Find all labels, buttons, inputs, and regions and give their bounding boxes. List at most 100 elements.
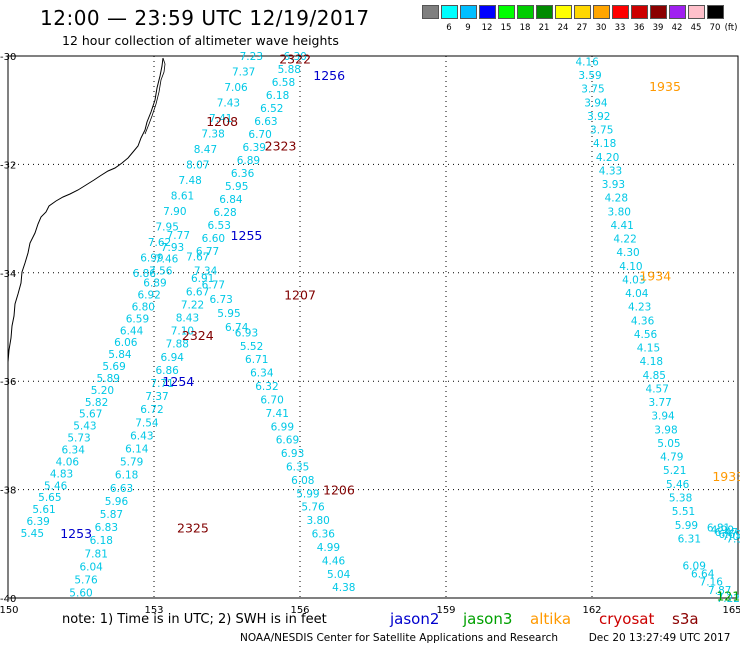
wave-height-value: 5.69 [102, 361, 125, 373]
wave-height-value: 4.46 [322, 555, 346, 567]
pass-number-label: 2323 [265, 138, 297, 153]
wave-height-value: 3.93 [602, 179, 625, 191]
wave-height-value: 6.73 [209, 294, 232, 306]
wave-height-value: 5.79 [120, 457, 143, 469]
lat-tick-label: -30 [0, 52, 16, 63]
wave-height-value: 4.15 [637, 343, 660, 355]
wave-height-value: 6.32 [255, 381, 278, 393]
wave-height-value: 6.64 [691, 569, 715, 581]
wave-height-value: 4.99 [317, 542, 340, 554]
wave-height-value: 6.93 [281, 448, 304, 460]
pass-number-label: 1256 [313, 68, 345, 83]
wave-height-value: 7.16 [700, 577, 724, 589]
wave-height-value: 6.70 [260, 394, 283, 406]
pass-number-label: 1254 [162, 374, 194, 389]
map-frame [7, 55, 739, 599]
wave-height-value: 7.41 [266, 408, 289, 420]
wave-height-value: 4.10 [619, 261, 642, 273]
map-title: 12:00 — 23:59 UTC 12/19/2017 [40, 6, 370, 30]
wave-height-value: 5.76 [301, 502, 325, 514]
wave-height-value: 5.99 [675, 520, 698, 532]
wave-height-value: 5.51 [672, 506, 695, 518]
wave-height-value: 4.18 [593, 138, 616, 150]
credit-line: NOAA/NESDIS Center for Satellite Applica… [240, 632, 730, 644]
pass-number-label: 1253 [60, 526, 92, 541]
wave-height-value: 5.46 [666, 479, 690, 491]
wave-height-value: 6.31 [678, 533, 701, 545]
pass-number-label: 2325 [177, 521, 209, 536]
coastline-inner [144, 57, 166, 135]
lat-tick-label: -32 [0, 160, 16, 171]
footnote: note: 1) Time is in UTC; 2) SWH is in fe… [62, 612, 327, 627]
wave-height-value: 3.80 [306, 515, 329, 527]
legend-label: 33 [614, 23, 626, 33]
wave-height-value: 6.08 [291, 475, 314, 487]
satellite-name: jason2 [390, 610, 440, 628]
wave-height-value: 7.22 [181, 299, 204, 311]
wave-height-value: 6.44 [120, 325, 144, 337]
wave-height-value: 5.99 [296, 488, 319, 500]
wave-height-value: 5.52 [240, 341, 263, 353]
pass-number-label: 1207 [284, 287, 316, 302]
wave-height-value: 7.56 [149, 266, 173, 278]
wave-height-value: 7.48 [178, 175, 201, 187]
wave-height-value: 5.67 [79, 409, 102, 421]
wave-height-value: 4.03 [622, 274, 645, 286]
wave-height-value: 7.81 [85, 548, 108, 560]
wave-height-value: 5.46 [44, 480, 68, 492]
credit-text: NOAA/NESDIS Center for Satellite Applica… [240, 632, 558, 644]
wave-height-value: 7.10 [171, 326, 194, 338]
wave-height-value: 7.34 [194, 266, 218, 278]
lon-tick-label: 162 [582, 605, 601, 616]
altimeter-tracks: 7.23 7.37 7.06 7.43 7.41 7.38 8.47 8.07 7.48 8.61… [21, 51, 740, 605]
wave-height-value: 5.88 [278, 64, 301, 76]
wave-height-value: 6.71 [245, 354, 268, 366]
wave-height-value: 3.59 [578, 70, 601, 82]
wave-height-value: 5.95 [217, 308, 240, 320]
wave-height-value: 8.43 [176, 313, 199, 325]
pass-number-label: 2322 [279, 52, 311, 67]
legend-label: 15 [500, 23, 512, 33]
wave-height-value: 6.34 [250, 368, 274, 380]
wave-height-value: 5.84 [108, 349, 132, 361]
pass-number-label: 1934 [639, 269, 671, 284]
pass-number-label: 1933 [712, 469, 740, 484]
lon-tick-label: 159 [436, 605, 455, 616]
pass-number-label: 1208 [206, 114, 238, 129]
wave-height-value: 7.95 [156, 221, 179, 233]
legend-swatch [498, 5, 515, 19]
wave-height-value: 6.69 [276, 435, 299, 447]
legend-swatch [688, 5, 705, 19]
timestamp: Dec 20 13:27:49 UTC 2017 [588, 632, 731, 644]
lat-tick-label: -40 [0, 594, 16, 605]
pass-number-label: 2324 [182, 328, 214, 343]
wave-height-value: 6.52 [260, 103, 283, 115]
pass-number-label: 1206 [323, 483, 355, 498]
wave-height-value: 3.80 [608, 206, 631, 218]
wave-height-value: 7.88 [166, 339, 189, 351]
wave-height-value: 6.58 [272, 77, 295, 89]
legend-swatch [517, 5, 534, 19]
wave-height-value: 6.36 [312, 529, 336, 541]
wave-height-value: 7.37 [232, 66, 255, 78]
wave-height-value: 5.95 [225, 181, 248, 193]
wave-height-value: 6.63 [110, 483, 133, 495]
wave-height-value: 4.33 [599, 165, 622, 177]
wave-height-value: 8.61 [171, 190, 194, 202]
legend-label: 6 [446, 23, 452, 33]
legend-swatch [555, 5, 572, 19]
wave-height-value: 4.79 [660, 452, 683, 464]
legend-swatch [422, 5, 439, 19]
legend-swatch [669, 5, 686, 19]
wave-height-value: 3.75 [590, 125, 613, 137]
wave-height-value: 6.47 [715, 527, 738, 539]
wave-height-value: 5.89 [97, 373, 120, 385]
wave-height-value: 7.67 [186, 252, 209, 264]
legend-swatch [460, 5, 477, 19]
legend-label: 45 [690, 23, 702, 33]
wave-height-value: 7.41 [209, 113, 232, 125]
wave-height-value: 6.77 [196, 246, 219, 258]
map-subtitle: 12 hour collection of altimeter wave hei… [62, 33, 339, 48]
wave-height-value: 5.45 [21, 528, 44, 540]
